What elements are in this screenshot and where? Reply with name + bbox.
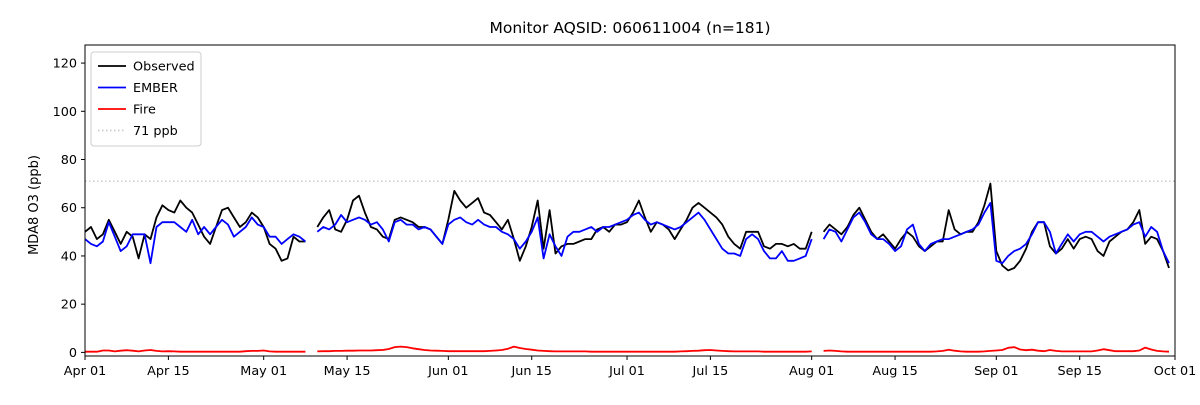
x-tick-label: Apr 15 xyxy=(147,364,190,379)
legend-label: EMBER xyxy=(133,81,178,96)
x-tick-label: May 01 xyxy=(240,364,287,379)
series-line-observed xyxy=(84,199,306,262)
series-line-ember xyxy=(316,211,813,262)
legend-entry-fire: Fire xyxy=(98,103,156,118)
axes: 0 20 40 60 80 100 120 Apr 01 Apr 15 May 01 May 15 J… xyxy=(53,44,1196,379)
y-tick-label: 100 xyxy=(53,105,77,120)
x-tick-label: Aug 01 xyxy=(789,364,834,379)
y-tick-label: 40 xyxy=(61,249,77,264)
series-line-fire xyxy=(317,345,812,353)
series-line-observed xyxy=(316,190,813,262)
chart-title: Monitor AQSID: 060611004 (n=181) xyxy=(489,19,770,37)
y-tick-label: 60 xyxy=(61,201,77,216)
x-tick-label: Jun 15 xyxy=(511,364,552,379)
y-tick-label: 120 xyxy=(53,57,77,72)
y-tick-label: 80 xyxy=(61,153,77,168)
series-line-ember xyxy=(822,202,1170,265)
legend-entry-71-ppb: 71 ppb xyxy=(98,124,178,139)
x-tick-label: Jul 01 xyxy=(608,364,645,379)
x-tick-label: Aug 15 xyxy=(872,364,917,379)
legend-label: Fire xyxy=(133,103,156,118)
legend-entry-ember: EMBER xyxy=(98,81,178,96)
x-tick-label: Jun 01 xyxy=(427,364,468,379)
plot-border xyxy=(84,44,1176,357)
series-line-observed xyxy=(822,182,1170,272)
x-tick-label: Jul 15 xyxy=(692,364,729,379)
legend-label: 71 ppb xyxy=(133,124,178,139)
legend-box xyxy=(90,51,202,147)
x-tick-label: Oct 01 xyxy=(1154,364,1196,379)
x-tick-label: Apr 01 xyxy=(64,364,107,379)
y-axis-label: MDA8 O3 (ppb) xyxy=(27,155,42,255)
series-line-ember xyxy=(84,216,306,265)
y-tick-label: 0 xyxy=(69,346,77,361)
plot-area xyxy=(84,180,1175,353)
x-tick-label: Sep 15 xyxy=(1057,364,1101,379)
series-line-fire xyxy=(85,349,306,353)
legend-entry-observed: Observed xyxy=(98,60,195,75)
series-line-fire xyxy=(823,346,1170,353)
legend-label: Observed xyxy=(133,60,195,75)
legend: Observed EMBER Fire 71 ppb xyxy=(90,51,202,147)
y-tick-label: 20 xyxy=(61,298,77,313)
x-tick-label: May 15 xyxy=(324,364,371,379)
x-tick-label: Sep 01 xyxy=(974,364,1018,379)
